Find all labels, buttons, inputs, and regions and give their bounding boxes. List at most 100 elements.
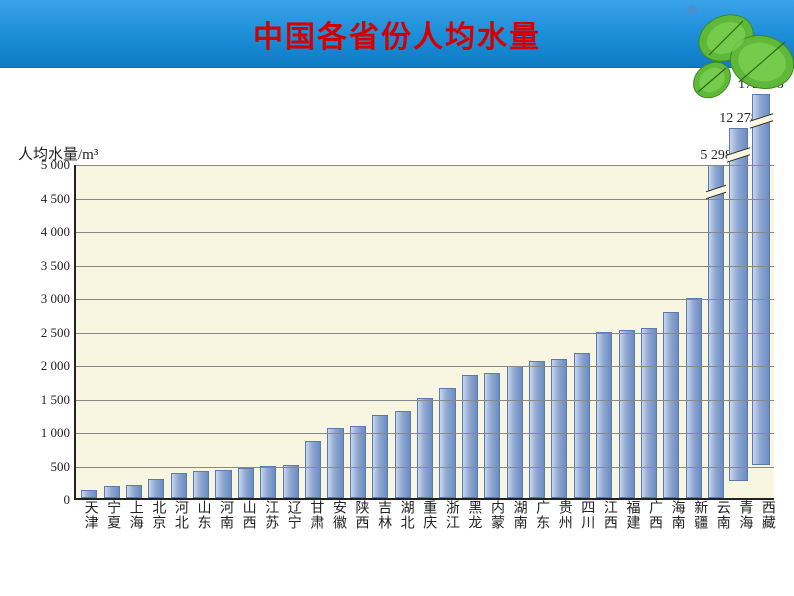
bar-slot — [235, 165, 257, 498]
x-tick-label: 江苏 — [255, 500, 278, 530]
y-tick-label: 0 — [64, 492, 71, 508]
leaf-decoration-icon — [654, 0, 794, 120]
bar-slot — [257, 165, 279, 498]
x-tick-label: 四川 — [571, 500, 594, 530]
y-tick-label: 3 000 — [41, 291, 70, 307]
bar-slot — [302, 165, 324, 498]
bar-slot — [123, 165, 145, 498]
bar — [372, 415, 388, 498]
x-tick-label: 辽宁 — [277, 500, 300, 530]
bar: 5 298 — [708, 165, 724, 498]
x-tick-label: 黑龙 — [458, 500, 481, 530]
grid-line — [76, 299, 774, 300]
x-tick-label: 河北 — [164, 500, 187, 530]
bar — [327, 428, 343, 498]
x-axis-labels: 天津宁夏上海北京河北山东河南山西江苏辽宁甘肃安徽陕西吉林湖北重庆浙江黑龙内蒙湖南… — [74, 500, 774, 530]
bar-slot: 5 298 — [705, 165, 727, 498]
x-tick-label: 山东 — [187, 500, 210, 530]
grid-line — [76, 366, 774, 367]
bar — [462, 375, 478, 498]
bar-slot — [526, 165, 548, 498]
x-tick-label: 西藏 — [751, 500, 774, 530]
bar — [574, 353, 590, 498]
bar — [104, 486, 120, 498]
y-tick-label: 500 — [51, 459, 71, 475]
y-tick-label: 4 500 — [41, 191, 70, 207]
bar — [484, 373, 500, 498]
y-tick-label: 2 500 — [41, 325, 70, 341]
axis-break-icon — [706, 185, 726, 199]
bar — [663, 312, 679, 498]
bar — [260, 466, 276, 498]
x-tick-label: 甘肃 — [300, 500, 323, 530]
bar — [686, 298, 702, 498]
bar — [619, 330, 635, 498]
grid-line — [76, 467, 774, 468]
bar-slot — [481, 165, 503, 498]
y-tick-label: 1 000 — [41, 425, 70, 441]
x-tick-label: 天津 — [74, 500, 97, 530]
bar-slot — [571, 165, 593, 498]
grid-line — [76, 266, 774, 267]
x-tick-label: 湖南 — [503, 500, 526, 530]
bar-slot — [436, 165, 458, 498]
bar-slot — [168, 165, 190, 498]
bar — [283, 465, 299, 498]
bar — [551, 359, 567, 498]
bar — [215, 470, 231, 498]
bar-slot — [638, 165, 660, 498]
bar-slot — [683, 165, 705, 498]
bar-slot: 175 078 — [750, 165, 772, 498]
grid-line — [76, 400, 774, 401]
x-tick-label: 新疆 — [684, 500, 707, 530]
page-title: 中国各省份人均水量 — [253, 12, 541, 56]
x-tick-label: 浙江 — [435, 500, 458, 530]
bar — [126, 485, 142, 498]
x-tick-label: 河南 — [209, 500, 232, 530]
x-tick-label: 福建 — [616, 500, 639, 530]
y-tick-label: 1 500 — [41, 392, 70, 408]
x-tick-label: 安徽 — [322, 500, 345, 530]
x-tick-label: 重庆 — [413, 500, 436, 530]
bar-slot — [459, 165, 481, 498]
chart-container: 人均水量/m³ 5 29812 278175 078 05001 0001 50… — [10, 95, 784, 585]
bar-slot — [145, 165, 167, 498]
x-tick-label: 山西 — [232, 500, 255, 530]
title-bar: 中国各省份人均水量 — [0, 0, 794, 68]
y-tick-label: 3 500 — [41, 258, 70, 274]
x-tick-label: 湖北 — [390, 500, 413, 530]
bar-group: 5 29812 278175 078 — [76, 165, 774, 498]
bar — [641, 328, 657, 498]
bar — [529, 361, 545, 498]
x-tick-label: 江西 — [593, 500, 616, 530]
x-tick-label: 北京 — [142, 500, 165, 530]
bar-slot — [660, 165, 682, 498]
bar — [193, 471, 209, 498]
x-tick-label: 贵州 — [548, 500, 571, 530]
bar-slot — [391, 165, 413, 498]
bar-slot — [414, 165, 436, 498]
axis-break-icon — [727, 147, 750, 162]
bar: 175 078 — [752, 94, 770, 465]
x-tick-label: 内蒙 — [480, 500, 503, 530]
bar — [238, 468, 254, 498]
bar-slot — [548, 165, 570, 498]
grid-line — [76, 232, 774, 233]
bar — [305, 441, 321, 498]
bar — [350, 426, 366, 498]
y-tick-label: 5 000 — [41, 157, 70, 173]
bar: 12 278 — [729, 128, 747, 482]
y-tick-label: 2 000 — [41, 358, 70, 374]
bar-slot — [324, 165, 346, 498]
x-tick-label: 宁夏 — [97, 500, 120, 530]
bar-slot — [280, 165, 302, 498]
x-tick-label: 广西 — [638, 500, 661, 530]
bar-slot — [503, 165, 525, 498]
x-tick-label: 吉林 — [368, 500, 391, 530]
bar-slot — [212, 165, 234, 498]
x-tick-label: 海南 — [661, 500, 684, 530]
bar — [148, 479, 164, 498]
x-tick-label: 上海 — [119, 500, 142, 530]
x-tick-label: 广东 — [526, 500, 549, 530]
bar — [439, 388, 455, 498]
